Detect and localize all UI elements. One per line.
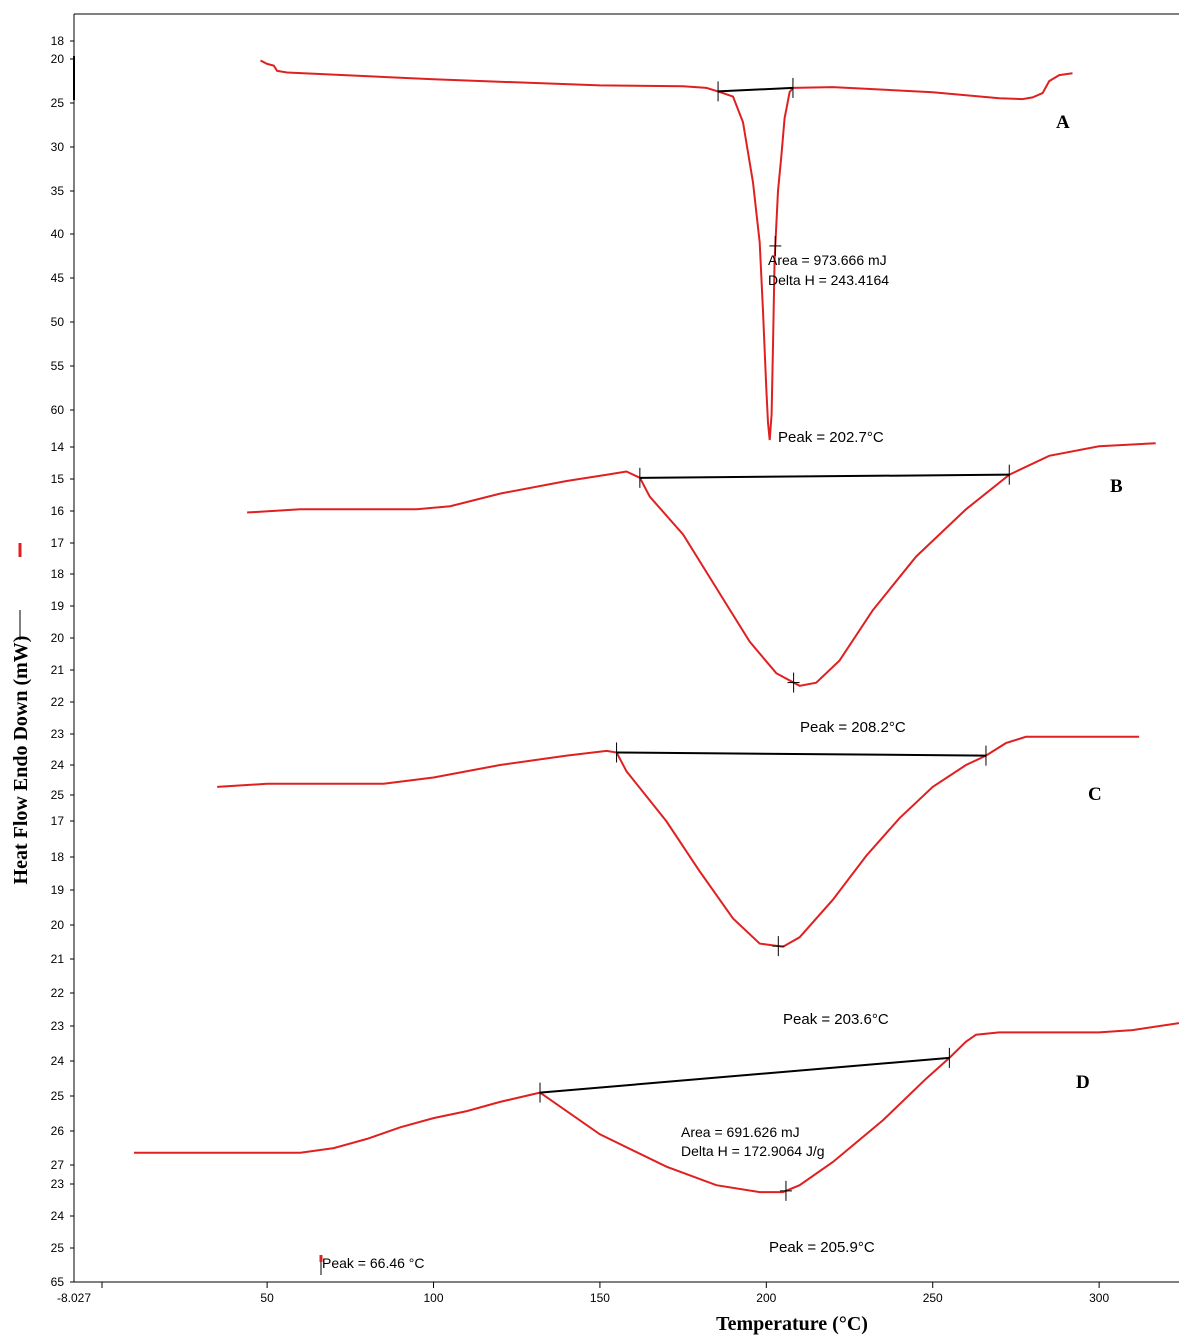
y-tick-label: 22 <box>51 986 65 1000</box>
y-tick-label: 21 <box>51 663 65 677</box>
panel-label: D <box>1076 1072 1090 1093</box>
peak-label: Peak = 203.6°C <box>783 1011 889 1028</box>
y-tick-label: 17 <box>51 536 65 550</box>
y-tick-label: 20 <box>51 918 65 932</box>
y-tick-group: 18 20 25 30 35 40 45 50 55 60 14 15 16 17 18 19 20 21 22 23… <box>51 34 75 1289</box>
y-tick-label: 35 <box>51 184 65 198</box>
panel-d: D Peak = 205.9°C Area = 691.626 mJ Delta H … <box>134 1022 1179 1275</box>
small-peak-label: Peak = 66.46 °C <box>322 1255 425 1271</box>
y-tick-label: 23 <box>51 1019 65 1033</box>
panel-b-curve <box>247 442 1156 687</box>
peak-label: Peak = 208.2°C <box>800 719 906 736</box>
peak-label: Peak = 205.9°C <box>769 1239 875 1256</box>
y-tick-label: 18 <box>51 850 65 864</box>
panel-a-baseline <box>718 86 793 93</box>
y-tick-label: 23 <box>51 1177 65 1191</box>
y-tick-label: 24 <box>51 758 65 772</box>
y-tick-label: 14 <box>51 440 65 454</box>
panel-label: A <box>1056 112 1070 133</box>
y-tick-label: 40 <box>51 227 65 241</box>
y-tick-label: 21 <box>51 952 65 966</box>
x-axis-title: Temperature (°C) <box>716 1313 868 1335</box>
y-tick-label: 18 <box>51 567 65 581</box>
x-tick-group: -8.027 50 100 150 200 250 300 <box>57 1282 1109 1305</box>
panels-group: A Peak = 202.7°C Area = 973.666 mJ Delta H … <box>134 59 1179 1275</box>
y-tick-label: 45 <box>51 271 65 285</box>
y-tick-label: 25 <box>51 96 65 110</box>
y-tick-label: 20 <box>51 631 65 645</box>
panel-b: B Peak = 208.2°C <box>247 442 1156 736</box>
x-tick-label: -8.027 <box>57 1291 91 1305</box>
y-tick-label: 23 <box>51 727 65 741</box>
panel-d-baseline <box>539 1056 950 1094</box>
y-tick-label: 18 <box>51 34 65 48</box>
y-tick-label: 25 <box>51 1241 65 1255</box>
delta-h-label: Delta H = 243.4164 <box>768 272 889 288</box>
y-tick-label: 25 <box>51 788 65 802</box>
y-tick-label: 16 <box>51 504 65 518</box>
panel-c-curve <box>217 735 1140 948</box>
x-tick-label: 250 <box>923 1291 943 1305</box>
y-tick-label: 27 <box>51 1158 65 1172</box>
panel-label: C <box>1088 784 1102 805</box>
x-tick-label: 300 <box>1089 1291 1109 1305</box>
y-tick-label: 60 <box>51 403 65 417</box>
panel-b-baseline <box>639 473 1010 479</box>
y-tick-label: 55 <box>51 359 65 373</box>
x-tick-label: 50 <box>260 1291 274 1305</box>
panel-c-baseline <box>616 751 986 757</box>
delta-h-label: Delta H = 172.9064 J/g <box>681 1143 825 1159</box>
y-tick-label: 22 <box>51 695 65 709</box>
y-tick-label: 24 <box>51 1054 65 1068</box>
y-tick-label: 17 <box>51 814 65 828</box>
peak-label: Peak = 202.7°C <box>778 429 884 446</box>
panel-a-curve <box>260 59 1073 441</box>
y-tick-label: 65 <box>51 1275 65 1289</box>
y-tick-label: 50 <box>51 315 65 329</box>
y-tick-label: 20 <box>51 52 65 66</box>
y-axis-title: Heat Flow Endo Down (mW) <box>10 636 32 885</box>
panel-d-curve <box>134 1022 1179 1194</box>
y-tick-label: 30 <box>51 140 65 154</box>
y-tick-label: 19 <box>51 599 65 613</box>
y-tick-label: 25 <box>51 1089 65 1103</box>
y-tick-label: 26 <box>51 1124 65 1138</box>
area-label: Area = 973.666 mJ <box>768 252 887 268</box>
x-tick-label: 150 <box>590 1291 610 1305</box>
x-tick-label: 100 <box>424 1291 444 1305</box>
panel-label: B <box>1110 476 1123 497</box>
panel-a: A Peak = 202.7°C Area = 973.666 mJ Delta H … <box>260 59 1073 446</box>
area-label: Area = 691.626 mJ <box>681 1124 800 1140</box>
y-tick-label: 19 <box>51 883 65 897</box>
x-tick-label: 200 <box>756 1291 776 1305</box>
y-tick-label: 24 <box>51 1209 65 1223</box>
y-tick-label: 15 <box>51 472 65 486</box>
panel-c: C Peak = 203.6°C <box>217 735 1140 1028</box>
